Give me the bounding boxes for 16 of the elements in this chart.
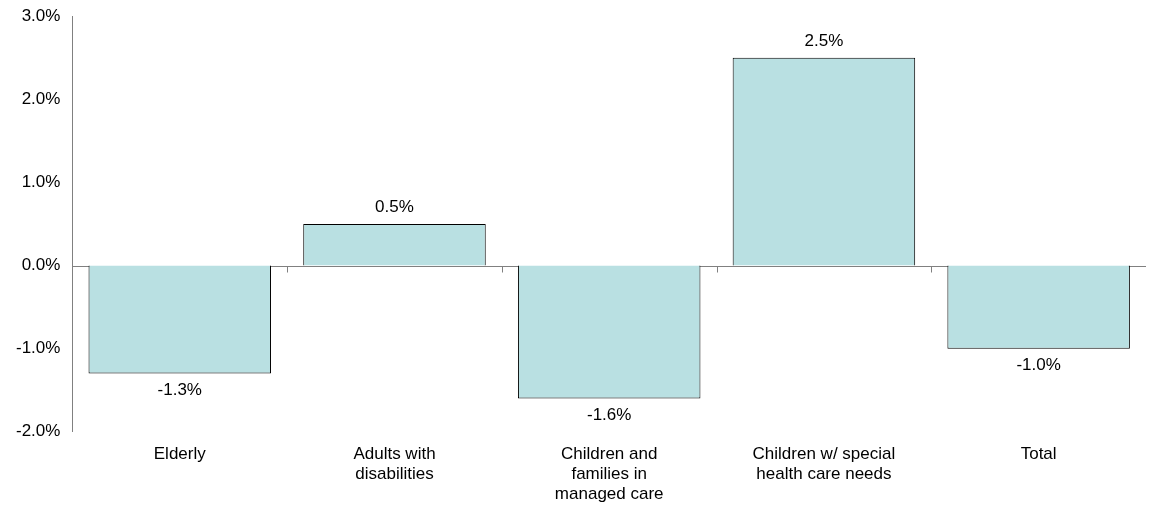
x-tick-label: Children w/ special health care needs: [752, 443, 896, 484]
x-tick-label: Children and families in managed care: [554, 443, 664, 504]
y-tick-label: 3.0%: [21, 5, 61, 25]
data-label: 2.5%: [804, 30, 844, 50]
x-tick-label: Adults with disabilities: [353, 443, 436, 484]
data-label: -1.3%: [157, 379, 202, 399]
y-tick-label: -1.0%: [15, 338, 61, 358]
data-label: -1.0%: [1016, 354, 1061, 374]
x-tick-label: Elderly: [153, 443, 207, 463]
data-label: -1.6%: [586, 404, 632, 424]
y-tick-label: 1.0%: [21, 172, 61, 192]
data-label: 0.5%: [375, 197, 414, 217]
y-tick-label: 2.0%: [21, 89, 61, 109]
x-tick-label: Total: [1020, 443, 1057, 463]
y-tick-label: -2.0%: [15, 421, 61, 441]
y-tick-label: 0.0%: [21, 255, 61, 275]
